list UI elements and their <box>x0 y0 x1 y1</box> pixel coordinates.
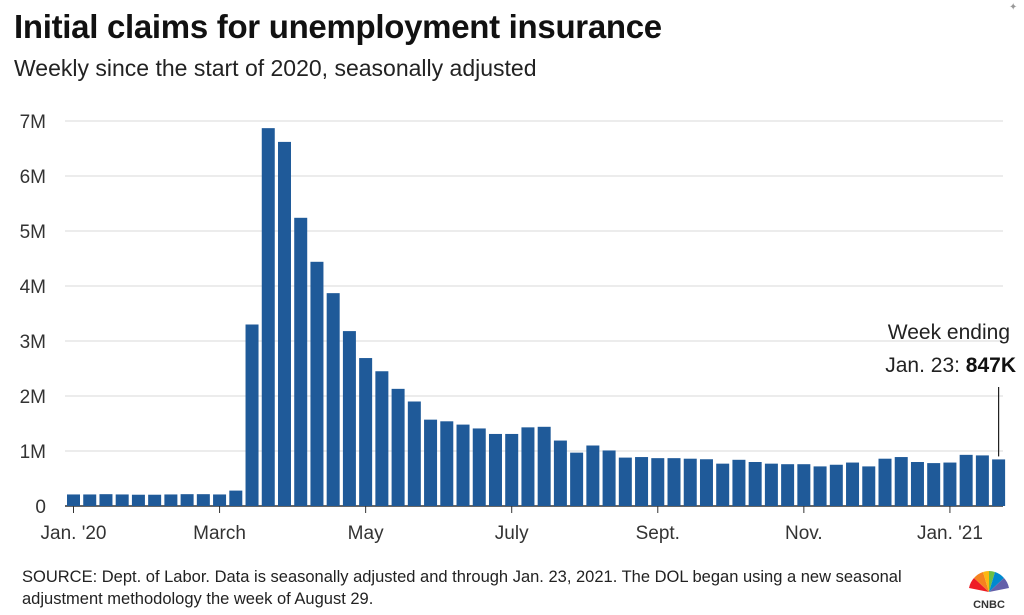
bar <box>505 433 519 506</box>
source-note: SOURCE: Dept. of Labor. Data is seasonal… <box>22 568 902 608</box>
y-tick-label: 4M <box>20 277 46 298</box>
bar <box>764 463 778 506</box>
bar <box>440 421 454 506</box>
annotation-value: 847K <box>966 354 1016 377</box>
bar <box>862 466 876 506</box>
bar <box>456 424 470 506</box>
bar <box>667 458 681 506</box>
bar <box>213 494 227 506</box>
annotation: Week ending Jan. 23: 847K <box>885 321 1016 457</box>
x-tick-label: Jan. '21 <box>917 523 983 544</box>
bar <box>294 217 308 507</box>
y-tick-label: 5M <box>20 222 46 243</box>
x-tick-label: May <box>348 523 384 544</box>
bar <box>310 261 324 506</box>
y-axis: 0 1M 2M 3M 4M 5M 6M 7M <box>20 112 46 518</box>
bar <box>910 462 924 506</box>
cnbc-logo: CNBC <box>962 562 1016 611</box>
bar <box>748 462 762 506</box>
bar <box>472 428 486 506</box>
bar <box>521 427 535 506</box>
bar <box>488 433 502 506</box>
bar <box>829 464 843 506</box>
bar <box>67 494 80 506</box>
bar-chart: 0 1M 2M 3M 4M 5M 6M 7M Jan. '20 March May July Sept… <box>20 112 1016 544</box>
bar <box>553 440 567 506</box>
bar <box>277 141 291 506</box>
bar <box>115 494 129 506</box>
bar <box>359 358 373 506</box>
bar <box>375 371 389 506</box>
bar <box>797 464 811 506</box>
x-tick-label: Jan. '20 <box>41 523 107 544</box>
bar <box>618 457 632 506</box>
logo-text: CNBC <box>973 599 1005 610</box>
bar <box>846 462 860 506</box>
bar <box>537 426 551 506</box>
x-tick-label: Sept. <box>636 523 680 544</box>
bar <box>131 494 145 506</box>
bar <box>992 459 1006 506</box>
chart-subtitle: Weekly since the start of 2020, seasonal… <box>14 55 537 81</box>
x-tick-label: July <box>495 523 529 544</box>
bar <box>261 128 275 506</box>
bars <box>67 128 1006 507</box>
x-tick-label: Nov. <box>785 523 823 544</box>
bar <box>407 401 421 506</box>
bar <box>391 388 405 506</box>
bar <box>586 445 600 506</box>
chart-title: Initial claims for unemployment insuranc… <box>14 8 662 45</box>
bar <box>878 458 892 506</box>
bar <box>602 450 616 506</box>
bar <box>975 455 989 506</box>
bar <box>635 457 649 506</box>
bar <box>148 494 162 506</box>
bar <box>716 463 730 506</box>
bar <box>180 494 194 506</box>
bar <box>326 293 340 506</box>
y-tick-label: 0 <box>35 497 46 518</box>
annotation-line-2: Jan. 23: 847K <box>885 354 1016 377</box>
y-tick-label: 6M <box>20 167 46 188</box>
bar <box>732 459 746 506</box>
bar <box>83 494 97 506</box>
bar <box>245 324 259 506</box>
bar <box>699 459 713 506</box>
bar <box>813 466 827 506</box>
bar <box>424 419 438 506</box>
bar <box>196 494 210 506</box>
bar <box>894 457 908 506</box>
annotation-prefix: Jan. 23: <box>885 354 966 377</box>
x-axis: Jan. '20 March May July Sept. Nov. Jan. '21 <box>41 506 983 544</box>
bar <box>683 458 697 506</box>
corner-mark: ✦ <box>1009 2 1018 13</box>
x-tick-label: March <box>193 523 246 544</box>
y-tick-label: 3M <box>20 332 46 353</box>
bar <box>570 452 584 506</box>
bar <box>959 454 973 506</box>
y-tick-label: 7M <box>20 112 46 133</box>
annotation-line-1: Week ending <box>888 321 1010 344</box>
bar <box>164 494 178 506</box>
y-tick-label: 1M <box>20 442 46 463</box>
bar <box>927 463 941 506</box>
bar <box>99 494 113 506</box>
bar <box>342 331 356 506</box>
bar <box>781 464 795 506</box>
y-tick-label: 2M <box>20 387 46 408</box>
bar <box>943 462 957 506</box>
bar <box>229 490 243 506</box>
bar <box>651 458 665 506</box>
